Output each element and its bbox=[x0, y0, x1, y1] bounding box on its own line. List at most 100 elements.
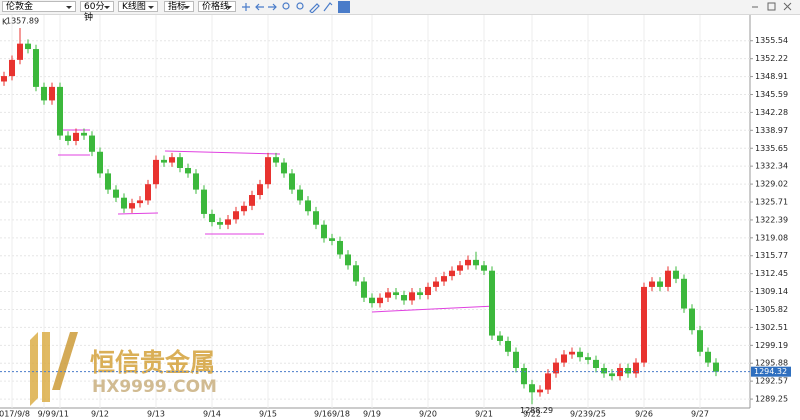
candle-body bbox=[353, 265, 359, 282]
candle-body bbox=[105, 173, 111, 190]
candle-body bbox=[473, 259, 479, 266]
candle-body bbox=[281, 162, 287, 174]
draw-icon[interactable] bbox=[323, 2, 333, 12]
candle-body bbox=[625, 367, 631, 374]
symbol-select[interactable]: 伦敦金 bbox=[2, 1, 76, 12]
candle-body bbox=[169, 157, 175, 163]
left-icon[interactable] bbox=[255, 3, 264, 11]
candle-body bbox=[49, 86, 55, 101]
candle-body bbox=[553, 362, 559, 374]
candle-body bbox=[457, 265, 463, 271]
candle-body bbox=[201, 189, 207, 214]
candle-body bbox=[65, 135, 71, 141]
candle-body bbox=[313, 211, 319, 225]
candle-body bbox=[233, 211, 239, 220]
candle-body bbox=[601, 367, 607, 374]
candle-body bbox=[521, 367, 527, 385]
logo bbox=[52, 332, 78, 390]
y-tick-label: 1302.51 bbox=[755, 323, 788, 332]
high-label: 1357.89 bbox=[6, 17, 39, 26]
low-label: 1288.29 bbox=[520, 406, 553, 415]
x-tick-label: 9/13 bbox=[147, 410, 165, 419]
candle-body bbox=[209, 213, 215, 223]
candle-body bbox=[705, 351, 711, 363]
x-tick-label: 2017/9/8 bbox=[0, 410, 30, 419]
candle-body bbox=[81, 132, 87, 136]
x-tick-label: 9/15 bbox=[259, 410, 277, 419]
chart-kind-select[interactable]: K线图 bbox=[118, 1, 158, 12]
candle-body bbox=[113, 189, 119, 198]
candle-body bbox=[393, 292, 399, 296]
last-price-box bbox=[751, 366, 791, 377]
watermark-name: 恒信贵金属 bbox=[90, 348, 215, 377]
y-tick-label: 1325.71 bbox=[755, 197, 788, 206]
y-tick-label: 1332.34 bbox=[755, 162, 788, 171]
period-select[interactable]: 60分钟 bbox=[80, 1, 114, 23]
indicator-select[interactable]: 指标 bbox=[164, 1, 194, 12]
settings-icon[interactable] bbox=[338, 1, 350, 13]
y-tick-label: 1335.65 bbox=[755, 144, 788, 153]
x-tick-label: 9/12 bbox=[91, 410, 109, 419]
candle-body bbox=[185, 167, 191, 174]
candle-body bbox=[425, 286, 431, 296]
candle-body bbox=[225, 219, 231, 225]
candle-body bbox=[561, 354, 567, 363]
candle-body bbox=[321, 224, 327, 239]
candle-body bbox=[713, 362, 719, 372]
candle-body bbox=[489, 270, 495, 336]
candle-body bbox=[217, 222, 223, 225]
candle-body bbox=[585, 357, 591, 360]
candle-body bbox=[137, 200, 143, 204]
zoom-in-icon[interactable] bbox=[282, 2, 290, 10]
crosshair-icon[interactable] bbox=[242, 3, 250, 11]
candle-body bbox=[97, 151, 103, 174]
y-tick-label: 1312.45 bbox=[755, 269, 788, 278]
candle-body bbox=[577, 351, 583, 358]
toolbar-icons bbox=[242, 1, 350, 13]
y-tick-label: 1342.28 bbox=[755, 108, 788, 117]
candle-body bbox=[17, 43, 23, 60]
candle-body bbox=[569, 351, 575, 355]
candle-body bbox=[41, 86, 47, 101]
pen-icon[interactable] bbox=[309, 3, 320, 13]
candle-body bbox=[369, 297, 375, 304]
maximize-icon[interactable] bbox=[767, 2, 776, 11]
candle-body bbox=[361, 281, 367, 298]
candle-body bbox=[513, 351, 519, 368]
candle-body bbox=[657, 281, 663, 287]
candle-body bbox=[441, 276, 447, 282]
candle-body bbox=[505, 340, 511, 352]
x-tick-label: 9/20 bbox=[419, 410, 437, 419]
candle-body bbox=[385, 292, 391, 298]
candle-body bbox=[249, 195, 255, 206]
logo bbox=[30, 332, 50, 406]
y-tick-label: 1355.54 bbox=[755, 36, 788, 45]
right-icon[interactable] bbox=[268, 3, 277, 11]
candle-body bbox=[257, 184, 263, 196]
price-line-select[interactable]: 价格线 bbox=[198, 1, 236, 12]
candle-body bbox=[609, 373, 615, 377]
candle-body bbox=[337, 240, 343, 255]
y-tick-label: 1348.91 bbox=[755, 72, 788, 81]
candle-body bbox=[177, 157, 183, 168]
y-tick-label: 1338.97 bbox=[755, 126, 788, 135]
y-tick-label: 1352.22 bbox=[755, 54, 788, 63]
y-tick-label: 1292.57 bbox=[755, 377, 788, 386]
x-tick-label: 9/239/25 bbox=[570, 410, 606, 419]
close-icon[interactable] bbox=[783, 2, 792, 11]
chart: K 恒信贵金属 HX9999.COM 1289.25 1292.57 1295.88… bbox=[0, 15, 791, 419]
candle-body bbox=[593, 359, 599, 368]
candle-body bbox=[649, 281, 655, 287]
x-tick-label: 9/11 bbox=[51, 410, 69, 419]
zoom-out-icon[interactable] bbox=[296, 2, 304, 10]
last-price-label: 1294.32 bbox=[754, 367, 787, 376]
candle-body bbox=[57, 86, 63, 136]
candle-body bbox=[545, 373, 551, 390]
candle-body bbox=[1, 76, 7, 82]
candle-body bbox=[497, 335, 503, 341]
y-tick-label: 1309.14 bbox=[755, 287, 788, 296]
x-tick-label: 9/9 bbox=[38, 410, 51, 419]
x-tick-label: 9/22 bbox=[523, 410, 541, 419]
candle-body bbox=[417, 292, 423, 296]
trend-lines bbox=[58, 129, 496, 313]
